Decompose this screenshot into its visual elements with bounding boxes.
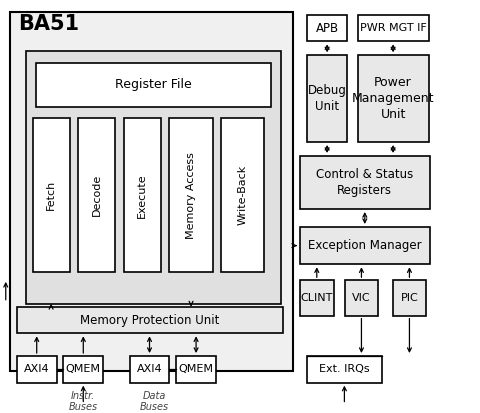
Bar	[17, 356, 57, 383]
Text: AXI4: AXI4	[137, 364, 162, 374]
Bar	[36, 63, 271, 107]
Text: Fetch: Fetch	[46, 180, 56, 211]
Bar	[307, 14, 347, 41]
Text: Execute: Execute	[137, 173, 147, 218]
Text: Memory Access: Memory Access	[186, 152, 196, 239]
Bar	[358, 14, 429, 41]
Bar	[33, 119, 70, 272]
Text: APB: APB	[315, 21, 339, 35]
Bar	[300, 156, 430, 209]
Text: Data
Buses: Data Buses	[140, 391, 169, 412]
Bar	[300, 227, 430, 264]
Text: Control & Status
Registers: Control & Status Registers	[316, 168, 413, 197]
Bar	[130, 356, 169, 383]
Text: Memory Protection Unit: Memory Protection Unit	[80, 313, 220, 327]
Text: Exception Manager: Exception Manager	[308, 239, 421, 252]
Bar	[10, 12, 293, 371]
Text: Register File: Register File	[115, 78, 192, 91]
Text: Ext. IRQs: Ext. IRQs	[319, 364, 370, 374]
Bar	[307, 356, 382, 383]
Text: Power
Management
Unit: Power Management Unit	[352, 76, 434, 121]
Text: PIC: PIC	[401, 293, 418, 303]
Text: QMEM: QMEM	[179, 364, 214, 374]
Bar	[63, 356, 103, 383]
Text: Write-Back: Write-Back	[238, 165, 248, 225]
Text: VIC: VIC	[352, 293, 371, 303]
Text: Debug
Unit: Debug Unit	[308, 84, 347, 113]
Bar	[17, 306, 283, 333]
Bar	[176, 356, 216, 383]
Text: Instr.
Buses: Instr. Buses	[69, 391, 98, 412]
Bar	[124, 119, 161, 272]
Bar	[26, 51, 281, 304]
Bar	[169, 119, 213, 272]
Bar	[345, 280, 378, 316]
Text: BA51: BA51	[18, 14, 79, 34]
Bar	[307, 55, 347, 142]
Text: QMEM: QMEM	[66, 364, 101, 374]
Bar	[358, 55, 429, 142]
Bar	[300, 280, 334, 316]
Text: CLINT: CLINT	[300, 293, 333, 303]
Bar	[221, 119, 264, 272]
Text: PWR MGT IF: PWR MGT IF	[360, 23, 427, 33]
Text: AXI4: AXI4	[24, 364, 49, 374]
Bar	[393, 280, 426, 316]
Text: Decode: Decode	[92, 174, 102, 216]
Bar	[78, 119, 115, 272]
